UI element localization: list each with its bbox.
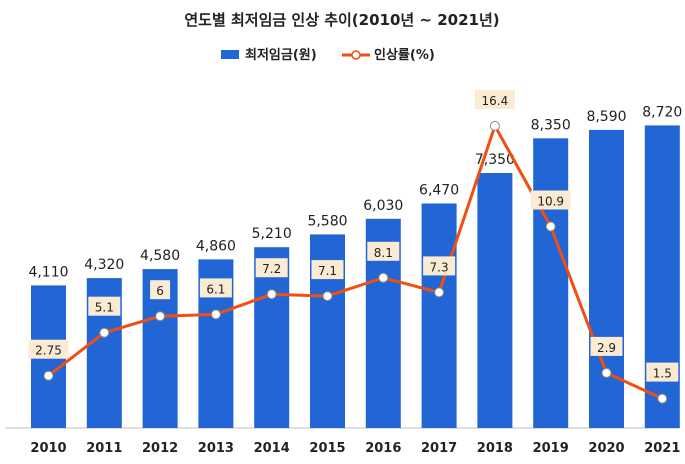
x-tick-2011: 2011 [86,441,122,456]
line-label-bg-2021 [646,362,679,382]
line-label-2018: 16.4 [482,94,509,108]
line-point-2017 [434,287,445,298]
x-tick-2019: 2019 [533,441,569,456]
x-tick-2020: 2020 [588,441,624,456]
line-label-2021: 1.5 [653,367,672,381]
line-label-bg-2012 [150,280,171,300]
line-label-bg-2016 [367,241,400,261]
bar-value-labels: 4,110 4,320 4,580 4,860 5,210 5,580 6,030 6,470… [28,104,682,280]
line-point-2016 [378,272,389,283]
bar-label-2020: 8,590 [586,109,626,125]
legend-line-marker [351,50,361,60]
line-label-bg-2019 [530,190,571,210]
line-point-2015 [322,291,333,302]
line-label-bg-2013 [199,278,232,298]
legend: 최저임금(원) 인상률(%) [221,47,435,63]
bar-label-2010: 4,110 [28,264,68,280]
bar-label-2016: 6,030 [363,198,403,214]
x-tick-2015: 2015 [309,441,345,456]
line-point-2010 [43,370,54,381]
bar-label-2012: 4,580 [140,248,180,264]
line-label-bg-2014 [255,258,288,278]
line-label-2019: 10.9 [537,195,564,209]
x-tick-2016: 2016 [365,441,401,456]
x-tick-2021: 2021 [644,441,680,456]
line-label-bg-2015 [311,260,344,280]
line-label-bg-2011 [88,296,121,316]
line-label-bg-2018 [474,89,515,109]
legend-bar-label: 최저임금(원) [245,48,317,63]
line-label-2015: 7.1 [318,264,337,278]
line-label-2011: 5.1 [95,301,114,315]
line-point-2012 [155,311,166,322]
bar-label-2014: 5,210 [252,226,292,242]
bar-2019 [533,138,569,429]
line-label-2020: 2.9 [597,341,616,355]
line-series [43,120,668,404]
line-path [47,124,663,400]
bar-2014 [254,247,290,428]
x-tick-2018: 2018 [477,441,513,456]
legend-bar-swatch [221,50,239,59]
bar-label-2011: 4,320 [84,257,124,273]
line-point-2018 [489,120,500,131]
line-value-labels: 2.75 5.1 6 6.1 7.2 7.1 8.1 7.3 16.4 10.9 2.9 1.5 [28,89,679,382]
bar-label-2013: 4,860 [196,238,236,254]
line-label-2014: 7.2 [262,262,281,276]
x-tick-2014: 2014 [254,441,290,456]
line-label-2013: 6.1 [206,282,225,296]
x-tick-2012: 2012 [142,441,178,456]
bar-label-2021: 8,720 [642,104,682,120]
x-tick-labels: 2010 2011 2012 2013 2014 2015 2016 2017 2018 2019… [30,441,680,456]
bar-2017 [421,203,457,428]
x-tick-2013: 2013 [198,441,234,456]
line-label-2017: 7.3 [430,260,449,274]
line-label-2012: 6 [156,284,164,298]
line-point-2011 [99,327,110,338]
line-point-2020 [601,367,612,378]
line-label-2016: 8.1 [374,246,393,260]
line-point-2021 [657,393,668,404]
line-point-2013 [210,309,221,320]
line-label-bg-2010 [28,339,69,359]
line-point-2014 [266,289,277,300]
line-point-2019 [545,221,556,232]
line-label-bg-2017 [423,256,456,276]
bar-label-2017: 6,470 [419,183,459,199]
bar-2021 [644,125,680,429]
bar-2018 [477,173,513,428]
x-tick-2010: 2010 [30,441,66,456]
chart-title: 연도별 최저임금 인상 추이(2010년 ~ 2021년) [184,11,499,29]
bar-2020 [589,129,624,428]
bar-label-2015: 5,580 [307,213,347,229]
x-tick-2017: 2017 [421,441,457,456]
line-label-2010: 2.75 [35,344,62,358]
bar-label-2019: 8,350 [531,117,571,133]
line-label-bg-2020 [590,336,623,356]
legend-line-label: 인상률(%) [374,47,435,63]
